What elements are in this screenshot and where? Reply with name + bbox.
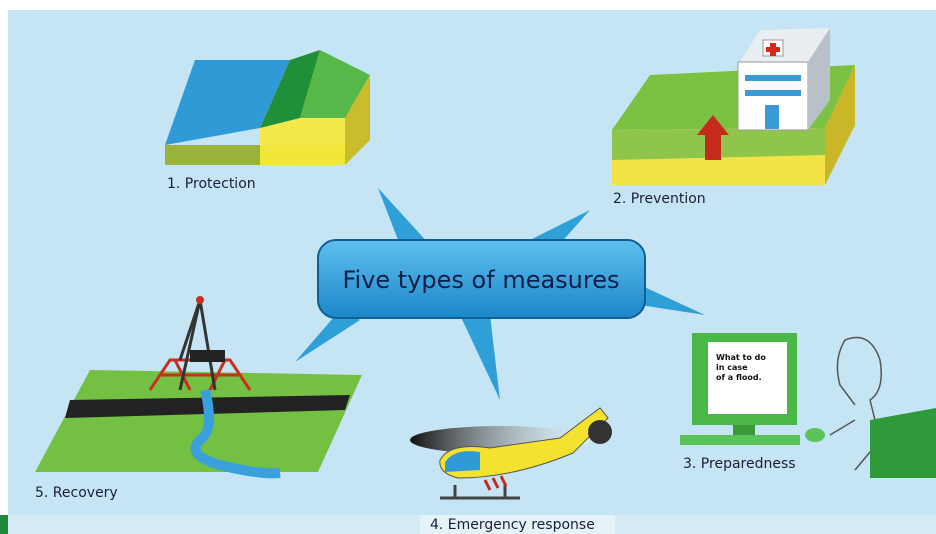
node-label: 5. Recovery	[35, 485, 118, 501]
node-label: 4. Emergency response	[430, 517, 595, 533]
laptop	[870, 408, 936, 478]
screen-text: in case	[716, 363, 748, 372]
stand	[733, 425, 755, 435]
node-label: 3. Preparedness	[683, 456, 796, 472]
mouse	[805, 428, 825, 442]
node-label: 1. Protection	[167, 176, 256, 192]
node-label: 2. Prevention	[613, 191, 706, 207]
crane-cab	[190, 350, 225, 362]
tail-rotor	[588, 420, 612, 444]
screen-text: What to do	[716, 353, 766, 362]
crane-top	[196, 296, 204, 304]
protection-illustration	[165, 50, 370, 165]
base	[165, 145, 260, 165]
green-marker	[0, 515, 8, 534]
window	[745, 75, 801, 81]
keyboard	[680, 435, 800, 445]
diagram: Five types of measures 1. Protection 2. …	[0, 0, 936, 534]
window	[745, 90, 801, 96]
base	[260, 145, 345, 165]
center-label: Five types of measures	[342, 266, 619, 294]
screen-text: of a flood.	[716, 373, 762, 382]
door	[765, 105, 779, 129]
